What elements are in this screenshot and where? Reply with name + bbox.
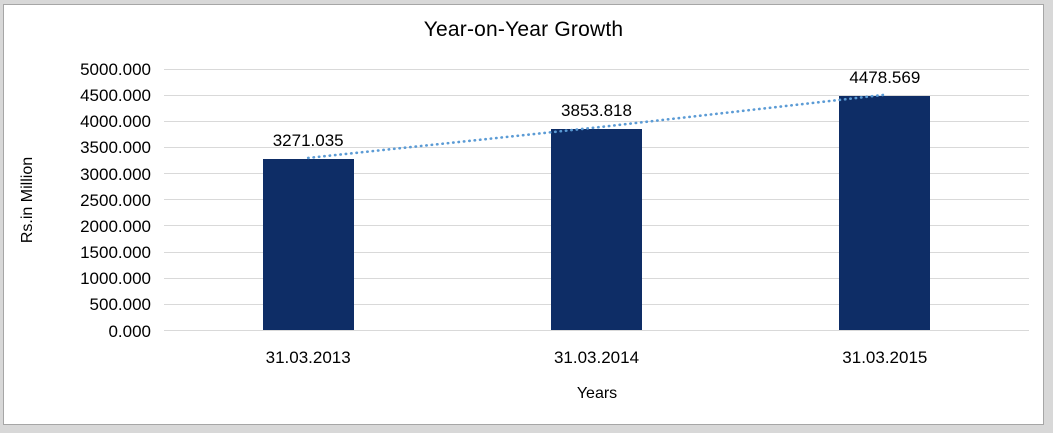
x-axis-title: Years (576, 385, 618, 402)
chart-area: Year-on-Year Growth Rs.in Million 0.000 5… (3, 4, 1044, 425)
y-tick-label: 4000.000 (80, 112, 151, 132)
x-tick-label: 31.03.2013 (265, 347, 351, 367)
y-tick-label: 3000.000 (80, 164, 151, 184)
x-tick-label: 31.03.2014 (553, 347, 640, 367)
y-tick-label: 500.000 (89, 295, 151, 315)
y-tick-label: 1000.000 (80, 269, 151, 289)
data-label: 3271.035 (272, 131, 344, 151)
y-tick-label: 2500.000 (80, 190, 151, 210)
y-tick-label: 1500.000 (80, 243, 151, 263)
y-tick-label: 5000.000 (80, 60, 151, 79)
chart-title: Year-on-Year Growth (423, 18, 624, 41)
plot-area: 0.000 500.000 1000.000 1500.000 2000.000 2500… (4, 5, 1043, 424)
gridline (164, 330, 1029, 331)
data-label: 4478.569 (849, 68, 921, 88)
gridline (164, 68, 1029, 70)
bar (551, 128, 642, 331)
y-tick-label: 2000.000 (80, 216, 151, 236)
data-label: 3853.818 (561, 100, 632, 120)
bar (262, 159, 354, 331)
bar (839, 96, 931, 331)
x-tick-label: 31.03.2015 (842, 347, 928, 367)
y-tick-label: 3500.000 (80, 138, 151, 158)
y-tick-label: 0.000 (108, 321, 151, 341)
y-tick-label: 4500.000 (80, 86, 151, 106)
